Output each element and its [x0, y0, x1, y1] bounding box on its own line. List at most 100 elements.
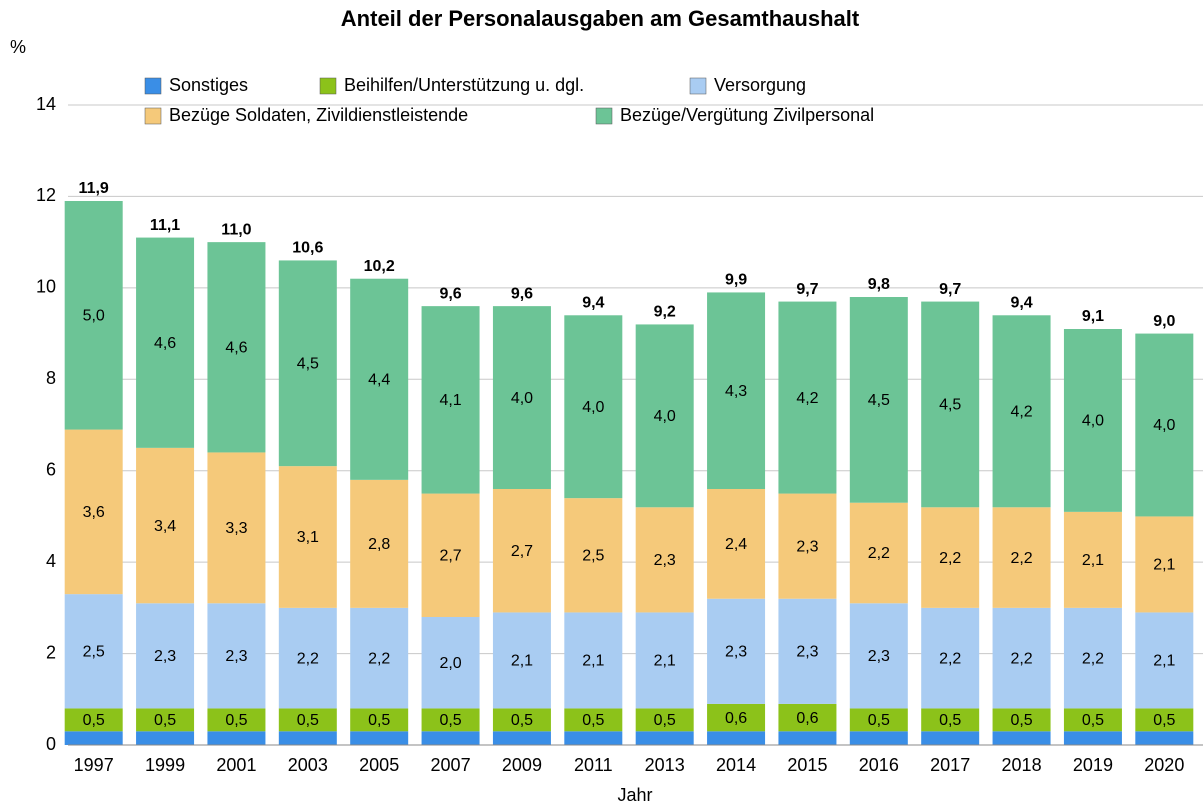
data-label: 3,3 — [225, 520, 247, 537]
data-label: 2,7 — [439, 548, 461, 565]
bar-segment — [207, 603, 266, 709]
bar-segment — [421, 306, 480, 494]
x-axis-label: Jahr — [617, 785, 652, 805]
data-label: 0,5 — [368, 712, 390, 729]
data-label: 2,0 — [439, 655, 461, 672]
data-label: 0,5 — [297, 712, 319, 729]
bar-segment — [278, 708, 337, 732]
bar-segment — [635, 708, 694, 732]
bar-segment — [707, 489, 766, 599]
total-label: 9,8 — [868, 276, 890, 293]
x-tick-label: 2014 — [716, 755, 756, 775]
data-label: 0,5 — [868, 712, 890, 729]
data-label: 0,5 — [939, 712, 961, 729]
chart-title: Anteil der Personalausgaben am Gesamthau… — [341, 6, 860, 31]
bar-segment — [492, 731, 551, 745]
legend-label: Beihilfen/Unterstützung u. dgl. — [344, 75, 584, 95]
y-tick-label: 4 — [46, 551, 56, 571]
legend-label: Sonstiges — [169, 75, 248, 95]
total-label: 9,6 — [511, 285, 533, 302]
legend-swatch — [595, 107, 613, 125]
data-label: 2,1 — [511, 653, 533, 670]
bar-segment — [564, 315, 623, 499]
total-label: 9,4 — [1010, 295, 1032, 312]
x-tick-label: 2003 — [288, 755, 328, 775]
bar-segment — [635, 612, 694, 709]
bar-segment — [992, 708, 1051, 732]
data-label: 2,3 — [654, 552, 676, 569]
bar-segment — [207, 242, 266, 453]
data-label: 0,5 — [582, 712, 604, 729]
total-label: 11,9 — [79, 180, 109, 197]
data-label: 4,5 — [868, 392, 890, 409]
y-tick-label: 14 — [36, 94, 56, 114]
total-label: 11,0 — [221, 221, 251, 238]
total-label: 9,2 — [654, 304, 676, 321]
x-tick-label: 2016 — [859, 755, 899, 775]
data-label: 4,0 — [582, 399, 604, 416]
data-label: 4,0 — [511, 390, 533, 407]
legend-label: Versorgung — [714, 75, 806, 95]
bar-segment — [992, 507, 1051, 608]
bar-segment — [849, 502, 908, 604]
data-label: 2,2 — [368, 650, 390, 667]
data-label: 4,1 — [439, 392, 461, 409]
data-label: 2,2 — [1082, 650, 1104, 667]
bar-segment — [1135, 731, 1194, 745]
bar-segment — [492, 612, 551, 709]
x-tick-label: 2009 — [502, 755, 542, 775]
data-label: 2,3 — [225, 648, 247, 665]
bar-segment — [350, 731, 409, 745]
bar-segment — [64, 731, 123, 745]
bar-segment — [635, 324, 694, 508]
bar-segment — [707, 731, 766, 745]
x-tick-label: 2001 — [216, 755, 256, 775]
bar-segment — [921, 301, 980, 508]
bar-segment — [849, 708, 908, 732]
data-label: 0,5 — [225, 712, 247, 729]
data-label: 2,1 — [1153, 557, 1175, 574]
bar-segment — [921, 507, 980, 608]
data-label: 4,4 — [368, 372, 390, 389]
bar-segment — [1135, 516, 1194, 613]
bar-segment — [207, 731, 266, 745]
data-label: 2,3 — [796, 538, 818, 555]
bar-segment — [1135, 333, 1194, 517]
data-label: 0,5 — [154, 712, 176, 729]
data-label: 0,6 — [796, 710, 818, 727]
data-label: 2,2 — [297, 650, 319, 667]
bar-segment — [635, 507, 694, 613]
data-label: 4,0 — [1153, 417, 1175, 434]
data-label: 0,5 — [1010, 712, 1032, 729]
bar-segment — [492, 489, 551, 613]
legend-swatch — [689, 77, 707, 95]
bar-segment — [421, 708, 480, 732]
bar-segment — [350, 278, 409, 480]
bar-segment — [1063, 607, 1122, 709]
x-tick-label: 1997 — [74, 755, 114, 775]
bar-segment — [849, 731, 908, 745]
legend-swatch — [144, 77, 162, 95]
data-label: 0,5 — [1082, 712, 1104, 729]
data-label: 4,3 — [725, 383, 747, 400]
legend-label: Bezüge Soldaten, Zivildienstleistende — [169, 105, 468, 125]
bar-segment — [278, 260, 337, 467]
bar-segment — [136, 731, 195, 745]
data-label: 0,5 — [83, 712, 105, 729]
bar-segment — [1135, 708, 1194, 732]
bar-segment — [207, 708, 266, 732]
bar-segment — [136, 603, 195, 709]
total-label: 9,7 — [796, 281, 818, 298]
bar-segment — [278, 607, 337, 709]
bar-segment — [1063, 708, 1122, 732]
total-label: 9,9 — [725, 272, 747, 289]
bar-segment — [778, 598, 837, 704]
bar-segment — [278, 466, 337, 608]
bar-segment — [992, 607, 1051, 709]
bar-segment — [921, 607, 980, 709]
y-tick-label: 10 — [36, 277, 56, 297]
bar-segment — [849, 603, 908, 709]
x-tick-label: 2018 — [1002, 755, 1042, 775]
data-label: 2,4 — [725, 536, 747, 553]
data-label: 2,3 — [796, 644, 818, 661]
